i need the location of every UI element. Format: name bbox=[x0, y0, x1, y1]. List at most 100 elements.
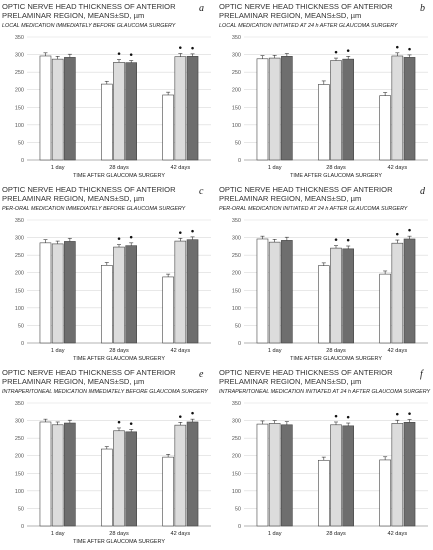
x-category-label: 28 days bbox=[326, 531, 346, 537]
chart-panel-f: OPTIC NERVE HEAD THICKNESS OF ANTERIOR P… bbox=[217, 366, 433, 549]
significance-marker: • bbox=[346, 414, 351, 424]
y-tick-label: 150 bbox=[15, 288, 24, 294]
bar bbox=[174, 240, 187, 344]
significance-marker: • bbox=[346, 237, 351, 247]
bar bbox=[403, 57, 416, 161]
y-tick-label: 50 bbox=[18, 323, 24, 329]
y-tick-label: 50 bbox=[235, 323, 241, 329]
significance-marker: • bbox=[333, 49, 338, 59]
bar bbox=[51, 58, 64, 161]
y-tick-label: 150 bbox=[232, 471, 241, 477]
x-category-label: 42 days bbox=[171, 165, 191, 171]
chart-title: OPTIC NERVE HEAD THICKNESS OF ANTERIOR P… bbox=[2, 368, 176, 386]
chart-plot: 0 50 100 150 200 250 300 350 1 day • • 28 days • • 42 … bbox=[15, 401, 211, 545]
bar bbox=[256, 238, 269, 344]
y-tick-label: 250 bbox=[15, 70, 24, 76]
bar bbox=[281, 424, 293, 527]
bar bbox=[113, 62, 125, 161]
x-axis-label: TIME AFTER GLAUCOMA SURGERY bbox=[73, 356, 165, 362]
bar bbox=[125, 431, 137, 527]
bar bbox=[268, 241, 281, 344]
chart-plot: 0 50 100 150 200 250 300 350 1 day • • 28 days • • 42 … bbox=[232, 218, 428, 362]
chart-panel-b: OPTIC NERVE HEAD THICKNESS OF ANTERIOR P… bbox=[217, 0, 433, 183]
significance-marker: • bbox=[395, 411, 400, 421]
panel-letter: f bbox=[420, 369, 423, 380]
bar bbox=[39, 421, 52, 527]
bar bbox=[162, 94, 174, 161]
y-tick-label: 350 bbox=[232, 35, 241, 41]
significance-marker: • bbox=[116, 235, 121, 245]
bar bbox=[256, 58, 269, 161]
x-axis-label: TIME AFTER GLAUCOMA SURGERY bbox=[73, 539, 165, 545]
significance-marker: • bbox=[395, 231, 400, 241]
bar bbox=[186, 56, 199, 161]
panel-letter: d bbox=[420, 186, 425, 197]
x-category-label: 28 days bbox=[326, 348, 346, 354]
chart-subtitle: PER-ORAL MEDICATION IMMEDIATELY BEFORE G… bbox=[2, 206, 186, 212]
chart-subtitle: INTRAPERITONEAL MEDICATION IMMEDIATELY B… bbox=[2, 389, 208, 395]
chart-subtitle: LOCAL MEDICATION IMMEDIATELY BEFORE GLAU… bbox=[2, 23, 176, 29]
y-tick-label: 50 bbox=[235, 506, 241, 512]
bar bbox=[101, 265, 113, 344]
significance-marker: • bbox=[178, 413, 183, 423]
bar bbox=[64, 422, 76, 527]
y-tick-label: 200 bbox=[232, 88, 241, 94]
y-tick-label: 50 bbox=[18, 140, 24, 146]
significance-marker: • bbox=[395, 43, 400, 53]
y-tick-label: 200 bbox=[15, 271, 24, 277]
y-tick-label: 100 bbox=[15, 123, 24, 129]
bar bbox=[379, 95, 391, 161]
chart-title: OPTIC NERVE HEAD THICKNESS OF ANTERIOR P… bbox=[2, 2, 176, 20]
y-tick-label: 350 bbox=[232, 218, 241, 224]
bar bbox=[101, 448, 113, 527]
y-tick-label: 250 bbox=[15, 253, 24, 259]
y-tick-label: 150 bbox=[232, 105, 241, 111]
x-category-label: 42 days bbox=[171, 348, 191, 354]
bar bbox=[342, 58, 354, 161]
bar bbox=[330, 247, 342, 344]
significance-marker: • bbox=[116, 418, 121, 428]
significance-marker: • bbox=[190, 410, 195, 420]
bar bbox=[403, 422, 416, 527]
bar bbox=[64, 241, 76, 344]
y-tick-label: 200 bbox=[232, 454, 241, 460]
x-category-label: 28 days bbox=[109, 165, 129, 171]
y-tick-label: 50 bbox=[18, 506, 24, 512]
x-category-label: 28 days bbox=[109, 348, 129, 354]
x-category-label: 1 day bbox=[268, 348, 282, 354]
significance-marker: • bbox=[178, 44, 183, 54]
y-tick-label: 0 bbox=[238, 524, 241, 530]
y-tick-label: 300 bbox=[232, 53, 241, 59]
bar bbox=[379, 459, 391, 527]
y-tick-label: 250 bbox=[232, 436, 241, 442]
x-category-label: 1 day bbox=[268, 165, 282, 171]
bar bbox=[125, 245, 137, 344]
bar bbox=[318, 84, 330, 161]
significance-marker: • bbox=[190, 44, 195, 54]
y-tick-label: 100 bbox=[232, 306, 241, 312]
y-tick-label: 350 bbox=[15, 35, 24, 41]
y-tick-label: 300 bbox=[232, 236, 241, 242]
chart-plot: 0 50 100 150 200 250 300 350 1 day • • 28 days • • 42 … bbox=[232, 401, 428, 537]
significance-marker: • bbox=[333, 412, 338, 422]
bar bbox=[342, 425, 354, 527]
y-tick-label: 100 bbox=[232, 489, 241, 495]
chart-title: OPTIC NERVE HEAD THICKNESS OF ANTERIOR P… bbox=[2, 185, 176, 203]
panel-letter: a bbox=[199, 3, 204, 14]
y-tick-label: 150 bbox=[15, 471, 24, 477]
chart-subtitle: PER-ORAL MEDICATION INITIATED AT 24 h AF… bbox=[219, 206, 408, 212]
chart-panel-c: OPTIC NERVE HEAD THICKNESS OF ANTERIOR P… bbox=[0, 183, 216, 366]
y-tick-label: 350 bbox=[15, 218, 24, 224]
bar bbox=[162, 456, 174, 527]
y-tick-label: 300 bbox=[15, 419, 24, 425]
y-tick-label: 250 bbox=[232, 70, 241, 76]
y-tick-label: 0 bbox=[238, 158, 241, 164]
bar bbox=[342, 248, 354, 344]
bar bbox=[125, 62, 137, 161]
y-tick-label: 150 bbox=[232, 288, 241, 294]
y-tick-label: 100 bbox=[15, 306, 24, 312]
x-category-label: 42 days bbox=[388, 165, 408, 171]
bar bbox=[101, 83, 113, 161]
x-category-label: 42 days bbox=[388, 531, 408, 537]
